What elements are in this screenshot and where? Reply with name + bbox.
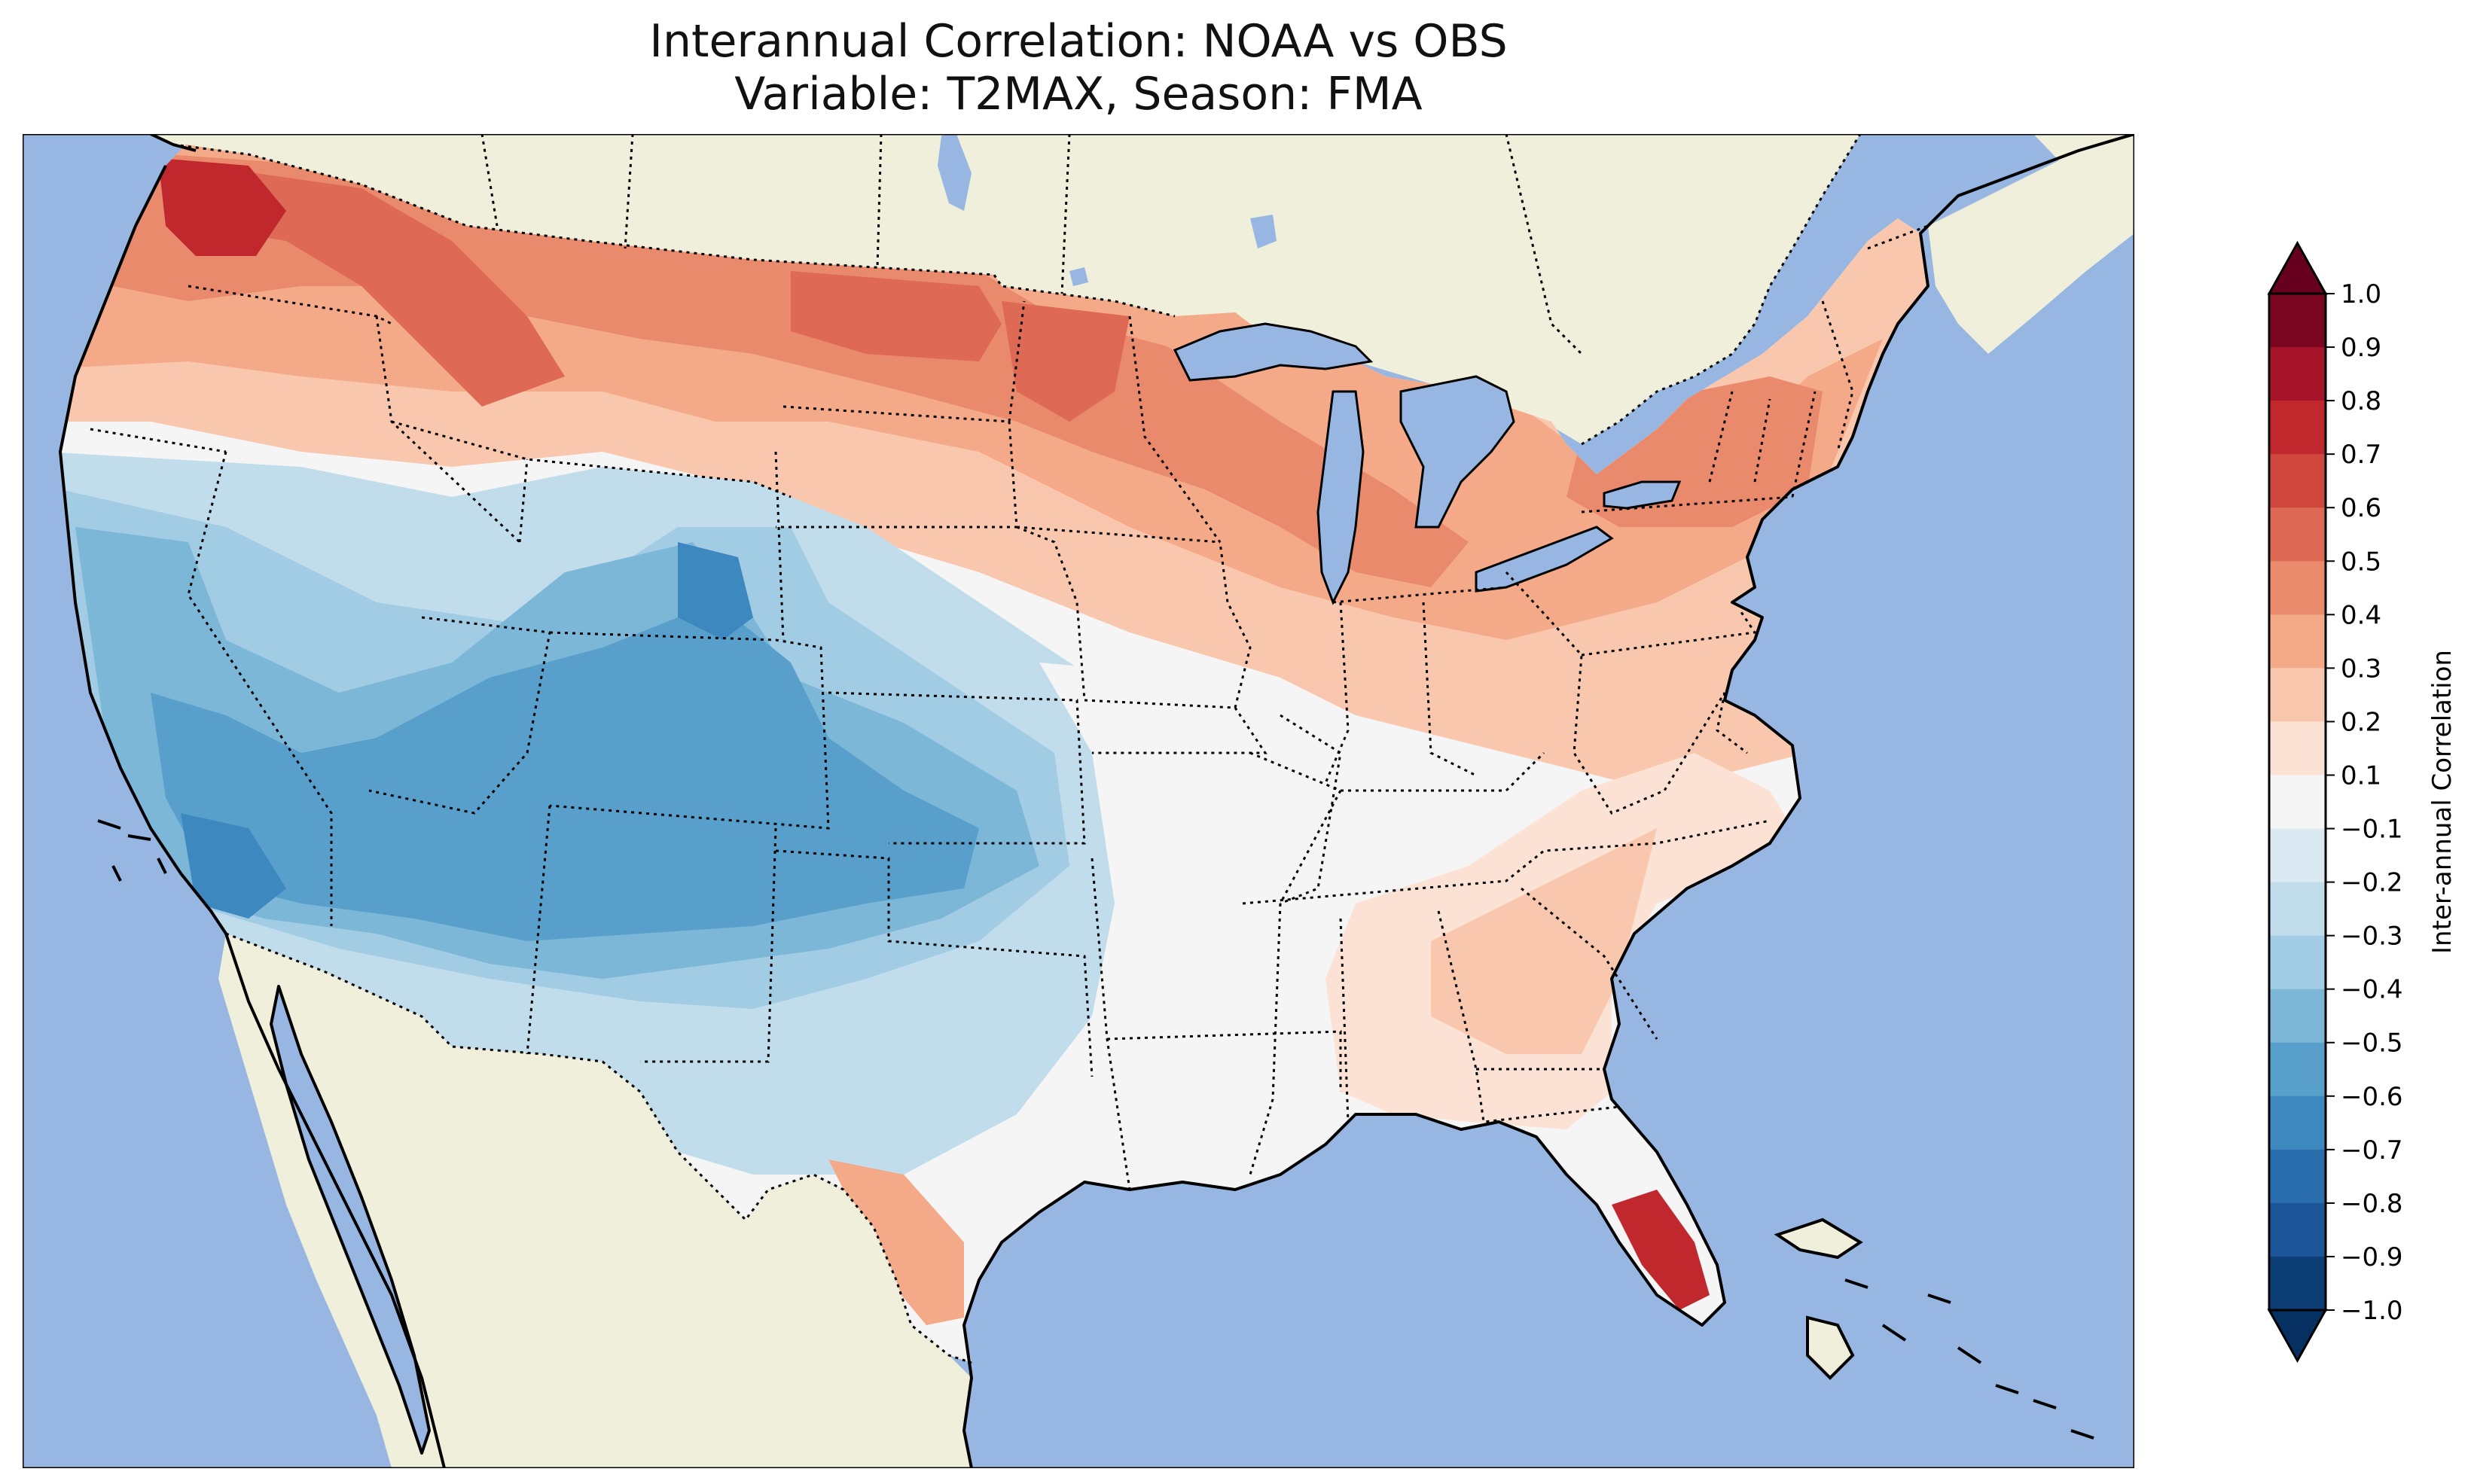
colorbar-swatch	[2269, 668, 2326, 722]
colorbar-swatch	[2269, 775, 2326, 830]
colorbar-swatch	[2269, 454, 2326, 508]
lake-michigan	[1316, 390, 1365, 605]
colorbar-tick-label: 0.2	[2341, 707, 2381, 737]
colorbar-tick-label: 0.6	[2341, 493, 2381, 523]
gulf-of-california	[271, 986, 429, 1453]
colorbar-swatch	[2269, 1095, 2326, 1150]
colorbar-tick-label: −0.1	[2341, 815, 2403, 845]
colorbar-swatch	[2269, 614, 2326, 669]
montana-red	[791, 271, 1002, 361]
colorbar-swatch	[2269, 1256, 2326, 1311]
colorbar-ticks: 1.0 0.9 0.8 0.7 0.6 0.5 0.4 0.3 0.2 0.1 −0.1 −0.2 −0…	[2326, 279, 2403, 1326]
colorado-blue	[678, 542, 753, 640]
central-neutral	[1039, 663, 1506, 1190]
lake-superior	[1173, 322, 1374, 382]
colorbar-swatch	[2269, 1202, 2326, 1257]
chart-title: Interannual Correlation: NOAA vs OBS Var…	[23, 15, 2134, 120]
colorbar-frame	[2268, 292, 2327, 1312]
colorbar-swatches	[2269, 294, 2326, 1311]
mexico-land	[226, 934, 972, 1468]
texas-positive	[828, 1159, 964, 1325]
channel-islands	[97, 819, 167, 882]
canada-province-borders	[480, 134, 1929, 355]
colorbar-swatch	[2269, 294, 2326, 348]
colorbar-swatch	[2269, 347, 2326, 401]
southwest-negative-4	[151, 602, 979, 941]
colorbar-tick-label: −0.5	[2341, 1028, 2403, 1059]
colorbar-swatch	[2269, 882, 2326, 937]
lake-winnipeg	[938, 134, 972, 211]
colorbar-tick-label: −0.4	[2341, 975, 2403, 1005]
colorbar-tick-label: −1.0	[2341, 1296, 2403, 1326]
colorbar-tick-label: −0.3	[2341, 922, 2403, 952]
colorbar-swatch	[2269, 507, 2326, 562]
canada-land	[151, 134, 1860, 444]
caribbean-islands	[1844, 1278, 2094, 1440]
us-coastline	[59, 165, 446, 1468]
colorbar-tick-label: 0.4	[2341, 600, 2381, 630]
lake-huron	[1399, 375, 1515, 529]
colorbar-tick-label: 0.5	[2341, 547, 2381, 577]
us-canada-border	[172, 134, 1862, 446]
gulf-coastline	[962, 134, 2134, 1468]
colorbar-tick-label: −0.2	[2341, 868, 2403, 898]
newfoundland-land	[2033, 134, 2134, 196]
florida-red	[1612, 1190, 1710, 1310]
colorbar-label: Inter-annual Correlation	[2427, 650, 2457, 954]
baja-coastline	[270, 985, 431, 1455]
colorbar-tick-label: 0.1	[2341, 760, 2381, 791]
colorbar-tick-label: 0.3	[2341, 654, 2381, 684]
colorbar-swatch	[2269, 989, 2326, 1044]
colorbar-swatch	[2269, 1042, 2326, 1097]
colorbar-tick-label: −0.6	[2341, 1082, 2403, 1112]
bahamas-land	[1806, 1315, 1855, 1380]
colorbar-swatch	[2269, 828, 2326, 883]
colorbar-swatch	[2269, 561, 2326, 615]
lake-ontario	[1603, 480, 1682, 510]
colorbar-extend-top	[2267, 240, 2328, 295]
lake-erie	[1475, 526, 1614, 593]
title-line-2: Variable: T2MAX, Season: FMA	[734, 68, 1423, 120]
state-borders	[90, 285, 1854, 1190]
colorbar-swatch	[2269, 935, 2326, 990]
colorbar-tick-label: −0.7	[2341, 1135, 2403, 1166]
lake-nipigon	[1250, 215, 1277, 248]
colorbar-swatch	[2269, 1149, 2326, 1204]
cuba-land	[1774, 1217, 1863, 1260]
colorbar-tick-label: 0.9	[2341, 333, 2381, 363]
colorbar-tick-label: −0.8	[2341, 1189, 2403, 1219]
lake-of-the-woods	[1069, 267, 1088, 286]
minnesota-red	[1002, 301, 1130, 422]
colorbar-tick-label: 1.0	[2341, 279, 2381, 309]
title-line-1: Interannual Correlation: NOAA vs OBS	[649, 15, 1508, 68]
colorbar-tick-label: −0.9	[2341, 1242, 2403, 1272]
washington-dark	[158, 158, 286, 256]
colorbar-tick-label: 0.7	[2341, 440, 2381, 470]
california-blue	[181, 813, 286, 919]
colorbar-swatch	[2269, 401, 2326, 455]
colorbar-tick-label: 0.8	[2341, 386, 2381, 416]
colorbar-swatch	[2269, 721, 2326, 776]
maritime-land	[1928, 134, 2134, 354]
colorbar-extend-bottom	[2267, 1309, 2328, 1364]
southeast-positive-2	[1431, 828, 1657, 1054]
